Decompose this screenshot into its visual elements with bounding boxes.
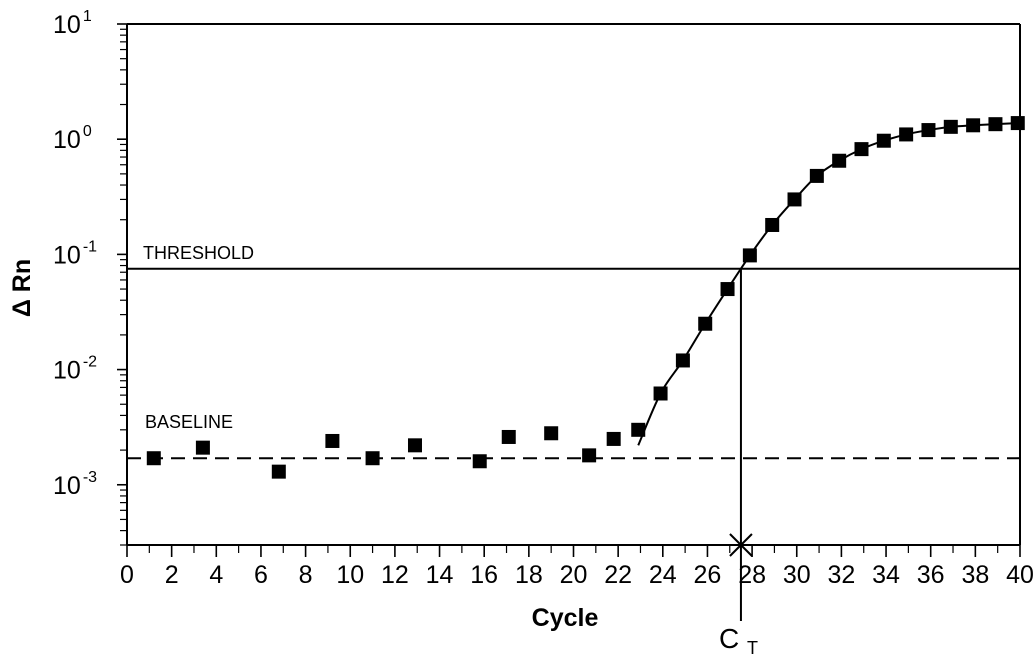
x-tick-label: 40 xyxy=(1006,561,1033,589)
x-tick-label: 32 xyxy=(827,561,855,589)
ct-label-subscript: T xyxy=(747,638,758,658)
data-point xyxy=(809,168,824,183)
data-point xyxy=(899,127,914,142)
y-tick-base: 10 xyxy=(53,472,81,500)
y-tick-base: 10 xyxy=(53,241,81,269)
ct-group: C T xyxy=(719,268,758,658)
x-tick-label: 20 xyxy=(560,561,588,589)
data-point xyxy=(653,386,668,401)
data-point xyxy=(582,448,597,463)
data-point xyxy=(501,429,516,444)
x-tick-label: 30 xyxy=(783,561,811,589)
data-point xyxy=(921,123,936,138)
data-point xyxy=(631,422,646,437)
threshold-group: THRESHOLD xyxy=(127,243,1020,270)
data-point xyxy=(876,133,891,148)
fit-curve xyxy=(637,122,1018,446)
x-tick-label: 2 xyxy=(165,561,179,589)
data-point xyxy=(765,217,780,232)
threshold-label: THRESHOLD xyxy=(143,243,254,263)
y-tick-exponent: -1 xyxy=(83,238,97,255)
y-minor-ticks xyxy=(120,28,127,546)
data-point xyxy=(407,438,422,453)
data-point xyxy=(698,316,713,331)
x-tick-label: 10 xyxy=(336,561,364,589)
y-tick-label: 10 -2 xyxy=(53,354,97,385)
ct-label: C T xyxy=(719,623,758,658)
ct-cross-line-2 xyxy=(729,533,753,557)
x-tick-label: 0 xyxy=(120,561,134,589)
data-point xyxy=(742,248,757,263)
x-tick-label: 14 xyxy=(426,561,454,589)
data-point xyxy=(854,142,869,157)
data-point xyxy=(271,464,286,479)
data-point xyxy=(195,440,210,455)
x-tick-label: 24 xyxy=(649,561,677,589)
baseline-label: BASELINE xyxy=(145,412,233,432)
x-tick-label: 36 xyxy=(917,561,945,589)
x-tick-label: 4 xyxy=(209,561,223,589)
x-tick-label: 26 xyxy=(694,561,722,589)
baseline-group: BASELINE xyxy=(127,412,1020,460)
data-point xyxy=(943,119,958,134)
data-point xyxy=(787,192,802,207)
x-axis-title: Cycle xyxy=(532,604,599,632)
x-tick-label: 16 xyxy=(470,561,498,589)
data-point xyxy=(146,451,161,466)
data-point xyxy=(606,431,621,446)
data-point xyxy=(472,454,487,469)
y-tick-exponent: -3 xyxy=(83,469,97,486)
ct-label-main: C xyxy=(719,623,739,654)
y-tick-base: 10 xyxy=(53,126,81,154)
x-ticks: 0 2 4 6 8 10 12 14 16 18 20 22 24 26 28 30 32 34 36 38 40 xyxy=(120,545,1033,589)
data-point xyxy=(966,118,981,133)
y-tick-label: 10 1 xyxy=(53,8,92,39)
data-points xyxy=(146,116,1025,479)
x-tick-label: 6 xyxy=(254,561,268,589)
x-tick-label: 12 xyxy=(381,561,409,589)
data-point xyxy=(832,153,847,168)
x-tick-label: 8 xyxy=(299,561,313,589)
x-tick-label: 22 xyxy=(604,561,632,589)
x-tick-label: 18 xyxy=(515,561,543,589)
y-tick-label: 10 -1 xyxy=(53,238,97,269)
y-tick-base: 10 xyxy=(53,357,81,385)
data-point xyxy=(988,117,1003,132)
y-tick-base: 10 xyxy=(53,11,81,39)
y-tick-exponent: 1 xyxy=(83,8,92,25)
data-point xyxy=(675,353,690,368)
fit-curve-group xyxy=(637,122,1018,446)
y-tick-exponent: 0 xyxy=(83,123,92,140)
x-tick-label: 28 xyxy=(738,561,766,589)
y-tick-exponent: -2 xyxy=(83,354,97,371)
y-tick-label: 10 -3 xyxy=(53,469,97,500)
data-point xyxy=(720,282,735,297)
y-tick-label: 10 0 xyxy=(53,123,92,154)
y-axis-title: Δ Rn xyxy=(8,259,36,317)
data-point xyxy=(365,451,380,466)
x-tick-label: 38 xyxy=(961,561,989,589)
x-tick-label: 34 xyxy=(872,561,900,589)
data-point xyxy=(544,426,559,441)
data-point xyxy=(1010,116,1025,131)
data-point xyxy=(325,433,340,448)
